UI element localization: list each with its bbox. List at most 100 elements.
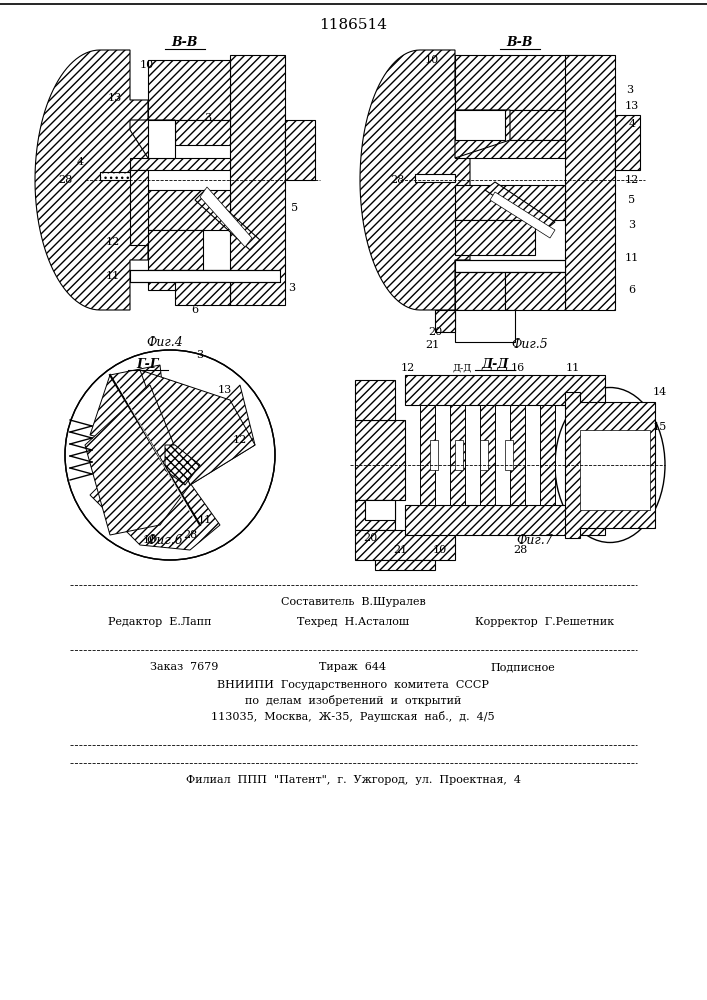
- Bar: [148, 120, 175, 158]
- Bar: [505, 272, 565, 310]
- Bar: [230, 55, 285, 305]
- Text: 13: 13: [218, 385, 232, 395]
- Bar: [455, 310, 515, 342]
- Text: 10: 10: [140, 60, 154, 70]
- Bar: [148, 190, 230, 230]
- Bar: [420, 405, 435, 505]
- Text: Филиал  ППП  "Патент",  г.  Ужгород,  ул.  Проектная,  4: Филиал ППП "Патент", г. Ужгород, ул. Про…: [185, 775, 520, 785]
- Bar: [455, 185, 565, 220]
- Polygon shape: [195, 190, 260, 250]
- Text: 10: 10: [143, 535, 157, 545]
- Text: Фиг.7: Фиг.7: [517, 534, 554, 546]
- Bar: [148, 270, 230, 290]
- Text: Д-Д: Д-Д: [452, 363, 472, 372]
- Text: Фиг.5: Фиг.5: [512, 338, 549, 352]
- Polygon shape: [455, 110, 510, 158]
- Bar: [405, 505, 605, 535]
- Text: 21: 21: [393, 545, 407, 555]
- Text: Корректор  Г.Решетник: Корректор Г.Решетник: [475, 617, 614, 627]
- Bar: [375, 560, 435, 570]
- Bar: [615, 115, 640, 170]
- Text: 14: 14: [653, 387, 667, 397]
- Text: 15: 15: [653, 422, 667, 432]
- Polygon shape: [565, 392, 655, 538]
- Text: 28: 28: [513, 545, 527, 555]
- Text: 1186514: 1186514: [319, 18, 387, 32]
- Bar: [435, 310, 455, 332]
- Bar: [355, 530, 455, 560]
- Polygon shape: [485, 182, 555, 230]
- Text: 13: 13: [625, 101, 639, 111]
- Bar: [355, 420, 405, 500]
- Polygon shape: [360, 50, 470, 310]
- Text: 28: 28: [390, 175, 404, 185]
- Bar: [580, 430, 650, 510]
- Text: Тираж  644: Тираж 644: [320, 662, 387, 672]
- Text: 11: 11: [625, 253, 639, 263]
- Polygon shape: [200, 187, 252, 247]
- Text: 21: 21: [425, 340, 439, 350]
- Bar: [455, 55, 600, 110]
- Text: 13: 13: [108, 93, 122, 103]
- Text: 28: 28: [183, 530, 197, 540]
- Circle shape: [65, 350, 275, 560]
- Text: 5: 5: [291, 203, 298, 213]
- Polygon shape: [140, 370, 255, 485]
- Bar: [510, 405, 525, 505]
- Polygon shape: [90, 365, 170, 455]
- Text: ВНИИПИ  Государственного  комитета  СССР: ВНИИПИ Государственного комитета СССР: [217, 680, 489, 690]
- Text: 3: 3: [197, 350, 204, 360]
- Text: 4: 4: [76, 157, 83, 167]
- Text: Составитель  В.Шуралев: Составитель В.Шуралев: [281, 597, 426, 607]
- Text: 20: 20: [428, 327, 442, 337]
- Polygon shape: [35, 50, 148, 310]
- Text: 3: 3: [204, 113, 211, 123]
- Bar: [148, 60, 230, 120]
- Bar: [540, 405, 555, 505]
- Bar: [455, 110, 505, 140]
- Text: по  делам  изобретений  и  открытий: по делам изобретений и открытий: [245, 696, 461, 706]
- Polygon shape: [170, 385, 255, 485]
- Polygon shape: [85, 385, 190, 535]
- Text: В-В: В-В: [172, 36, 198, 49]
- Polygon shape: [130, 120, 175, 158]
- Text: 16: 16: [511, 363, 525, 373]
- Bar: [285, 120, 315, 180]
- Text: 12: 12: [625, 175, 639, 185]
- Bar: [415, 174, 455, 182]
- Text: 12: 12: [106, 237, 120, 247]
- Text: Заказ  7679: Заказ 7679: [150, 662, 218, 672]
- Text: 4: 4: [629, 119, 636, 129]
- Text: 12: 12: [401, 363, 415, 373]
- Bar: [505, 440, 513, 470]
- Text: 12: 12: [233, 435, 247, 445]
- Bar: [175, 120, 230, 145]
- Bar: [480, 440, 488, 470]
- Bar: [455, 272, 505, 310]
- Text: Редактор  Е.Лапп: Редактор Е.Лапп: [108, 617, 212, 627]
- Text: 3: 3: [626, 85, 633, 95]
- Text: Фиг.4: Фиг.4: [146, 336, 183, 349]
- Text: 113035,  Москва,  Ж-35,  Раушская  наб.,  д.  4/5: 113035, Москва, Ж-35, Раушская наб., д. …: [211, 712, 495, 722]
- Bar: [430, 440, 438, 470]
- Text: 3: 3: [288, 283, 296, 293]
- Bar: [148, 230, 203, 270]
- Bar: [455, 110, 565, 140]
- Text: Г-Г: Г-Г: [136, 358, 159, 370]
- Polygon shape: [490, 192, 555, 238]
- Bar: [455, 220, 535, 255]
- Bar: [365, 500, 395, 520]
- Text: 11: 11: [198, 515, 212, 525]
- Text: 11: 11: [566, 363, 580, 373]
- Bar: [480, 405, 495, 505]
- Bar: [455, 260, 565, 272]
- Text: 20: 20: [363, 533, 377, 543]
- Text: В-В: В-В: [507, 36, 533, 49]
- Bar: [405, 375, 605, 405]
- Bar: [130, 158, 230, 170]
- Text: Д-Д: Д-Д: [481, 358, 509, 370]
- Ellipse shape: [555, 387, 665, 542]
- Text: Фиг.6: Фиг.6: [146, 534, 183, 546]
- Bar: [355, 380, 395, 420]
- Bar: [455, 140, 565, 158]
